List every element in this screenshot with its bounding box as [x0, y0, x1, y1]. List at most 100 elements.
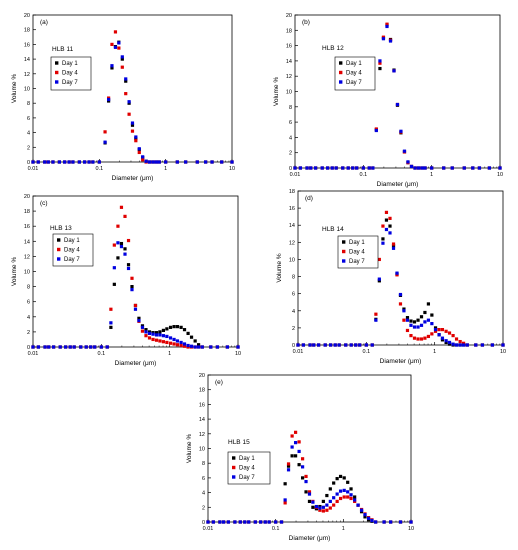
- data-point: [112, 282, 116, 286]
- data-point: [286, 468, 291, 472]
- y-tick-label: 14: [289, 223, 295, 229]
- legend-label: Day 4: [349, 250, 365, 256]
- data-point: [381, 224, 385, 228]
- y-tick-label: 18: [289, 189, 295, 195]
- data-point: [123, 247, 127, 251]
- legend-label: Day 1: [346, 61, 362, 67]
- data-point: [184, 160, 188, 164]
- x-tick-label: 0.01: [290, 172, 301, 178]
- data-point: [377, 279, 381, 283]
- data-point: [123, 252, 127, 256]
- data-point: [91, 160, 95, 164]
- data-point: [130, 285, 134, 289]
- legend-marker: [339, 80, 343, 84]
- data-point: [151, 332, 155, 336]
- data-point: [321, 505, 325, 509]
- data-point: [238, 520, 242, 524]
- data-point: [440, 336, 445, 340]
- data-point: [374, 318, 378, 322]
- data-point: [293, 441, 298, 445]
- data-point: [110, 42, 114, 46]
- x-tick-label: 0.01: [28, 351, 39, 357]
- data-point: [286, 464, 291, 468]
- data-point: [300, 465, 305, 469]
- data-point: [186, 343, 190, 348]
- data-point: [46, 160, 50, 164]
- data-point: [406, 160, 410, 164]
- x-tick-label: 0.1: [96, 166, 104, 172]
- data-point: [31, 160, 35, 164]
- y-tick-label: 10: [286, 90, 292, 96]
- data-point: [126, 263, 131, 267]
- y-tick-label: 18: [286, 28, 292, 34]
- y-tick-label: 18: [199, 388, 205, 394]
- data-point: [158, 333, 162, 337]
- data-point: [311, 500, 315, 504]
- y-tick-label: 2: [292, 326, 295, 332]
- data-point: [267, 520, 271, 524]
- data-point: [378, 59, 382, 63]
- data-point: [440, 328, 445, 332]
- data-point: [398, 520, 403, 524]
- data-point: [377, 277, 381, 281]
- data-point: [405, 318, 410, 322]
- data-point: [130, 121, 135, 125]
- data-point: [236, 345, 240, 349]
- data-point: [103, 140, 107, 144]
- data-point: [120, 57, 124, 61]
- data-point: [147, 336, 152, 340]
- data-point: [498, 166, 502, 170]
- data-point: [416, 325, 420, 329]
- data-point: [157, 160, 161, 164]
- data-point: [366, 516, 371, 520]
- data-point: [126, 238, 131, 243]
- data-point: [430, 322, 434, 326]
- data-point: [154, 331, 159, 335]
- y-tick-label: 4: [202, 491, 205, 497]
- data-point: [68, 345, 72, 349]
- data-point: [338, 474, 343, 479]
- data-point: [412, 336, 417, 340]
- data-point: [367, 166, 371, 170]
- data-point: [395, 102, 400, 107]
- legend-label: Day 1: [64, 238, 80, 244]
- y-tick-label: 8: [27, 101, 30, 107]
- data-point: [279, 520, 284, 524]
- data-point: [461, 341, 466, 345]
- data-point: [263, 520, 267, 524]
- data-point: [290, 454, 294, 458]
- x-tick-label: 10: [497, 172, 503, 178]
- data-point: [423, 336, 427, 340]
- y-tick-label: 6: [202, 476, 205, 482]
- y-tick-label: 10: [199, 447, 205, 453]
- legend-label: Day 7: [346, 80, 362, 86]
- data-point: [144, 334, 148, 338]
- x-tick-label: 1: [342, 526, 345, 532]
- data-point: [371, 166, 375, 170]
- data-point: [334, 166, 338, 170]
- data-point: [97, 160, 101, 164]
- data-point: [51, 160, 55, 164]
- data-point: [332, 481, 336, 485]
- y-tick-label: 4: [27, 315, 30, 321]
- data-point: [391, 244, 396, 248]
- data-point: [305, 166, 309, 170]
- legend-label: Day 1: [239, 456, 255, 462]
- data-point: [297, 449, 301, 454]
- data-point: [226, 520, 230, 524]
- data-point: [137, 150, 141, 155]
- y-tick-label: 10: [289, 257, 295, 263]
- y-tick-label: 12: [199, 432, 205, 438]
- data-point: [442, 166, 446, 170]
- data-point: [168, 336, 173, 340]
- data-point: [412, 325, 417, 329]
- legend-marker: [57, 247, 61, 252]
- data-point: [103, 130, 107, 134]
- data-point: [307, 499, 312, 504]
- data-point: [179, 343, 183, 348]
- data-point: [321, 509, 325, 513]
- data-point: [304, 479, 308, 484]
- data-point: [353, 498, 357, 502]
- data-point: [133, 303, 138, 308]
- data-point: [301, 343, 306, 347]
